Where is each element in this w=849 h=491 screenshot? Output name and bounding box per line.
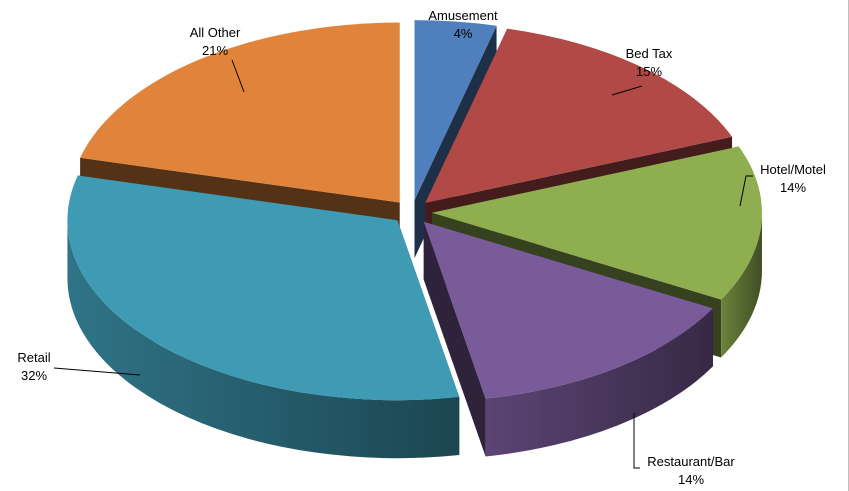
label-bed-tax: Bed Tax [626,46,673,61]
label-retail: Retail [17,350,50,365]
slice-bed-tax [425,28,733,203]
label-percent-retail: 32% [21,368,47,383]
label-percent-bed-tax: 15% [636,64,662,79]
leader-line-retail [53,367,141,376]
label-hotel-motel: Hotel/Motel [760,162,826,177]
slice-outer-wall-hotel-motel [721,212,762,358]
label-percent-amusement: 4% [454,26,473,41]
leader-line-hotel-motel [739,175,753,207]
slice-restaurant-bar [423,221,713,399]
data-labels: Amusement 4% Bed Tax 15% Hotel/Motel 14% Resta… [17,8,826,487]
label-amusement: Amusement [428,8,498,23]
slice-hotel-motel [431,146,762,300]
label-percent-all-other: 21% [202,43,228,58]
label-all-other: All Other [190,25,241,40]
slice-all-other [80,22,400,203]
label-percent-hotel-motel: 14% [780,180,806,195]
slice-outer-wall-retail [67,220,460,459]
label-percent-restaurant-bar: 14% [678,472,704,487]
label-restaurant-bar: Restaurant/Bar [647,454,735,469]
leader-line-bed-tax [611,85,643,96]
slice-outer-wall-restaurant-bar [485,308,713,457]
leader-line-restaurant-bar [633,413,640,469]
slice-amusement [414,20,497,201]
slice-cut-face-restaurant-bar [423,221,486,457]
pie-tops [67,20,762,401]
leader-line-all-other [231,59,245,93]
slice-retail [67,175,460,401]
